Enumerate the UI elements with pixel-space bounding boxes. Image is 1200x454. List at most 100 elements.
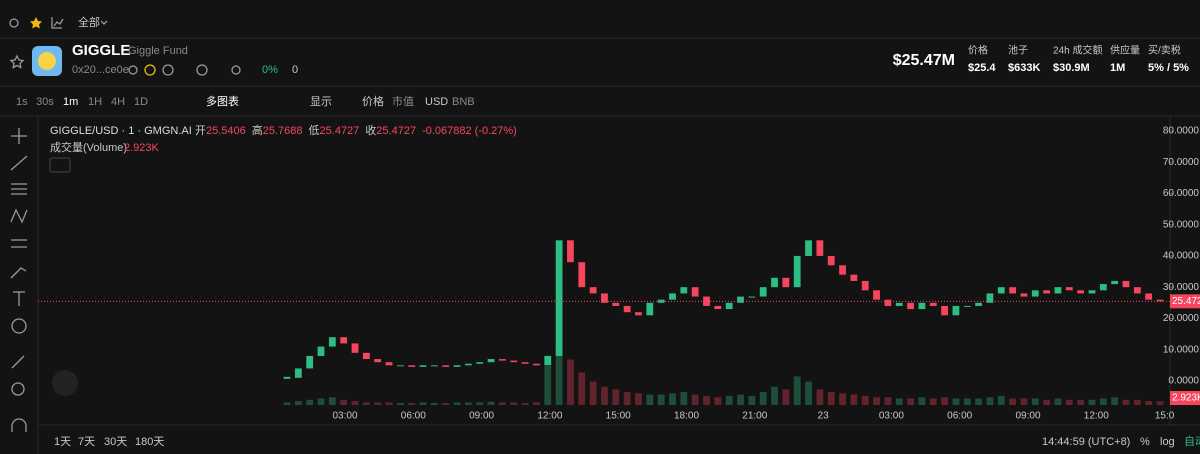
x-tick-label: 12:00	[537, 411, 562, 422]
candle	[1009, 287, 1017, 294]
range-button[interactable]: 7天	[78, 436, 95, 448]
count: 0	[292, 64, 298, 76]
candle	[1031, 290, 1039, 297]
candle	[669, 293, 676, 300]
ohlc-value: 25.4727	[376, 125, 416, 137]
volume-bar	[306, 399, 314, 405]
candle	[578, 262, 586, 288]
volume-bar	[374, 402, 382, 405]
volume-bar	[328, 397, 336, 405]
x-tick-label: 12:00	[1084, 411, 1109, 422]
volume-bar	[646, 394, 654, 405]
range-button[interactable]: 1天	[54, 436, 71, 448]
volume-bar	[430, 403, 438, 405]
candle	[465, 363, 472, 366]
volume-bar	[1111, 397, 1119, 405]
x-tick-label: 06:00	[947, 411, 972, 422]
volume-bar	[578, 372, 586, 405]
candle	[1043, 290, 1051, 294]
candle	[294, 368, 302, 378]
drawing-tools[interactable]	[10, 128, 28, 432]
volume-bar	[283, 402, 291, 405]
interval[interactable]: 1H	[88, 96, 102, 108]
volume-bar	[499, 402, 506, 405]
candle	[941, 305, 948, 316]
x-tick-label: 15:0	[1155, 411, 1175, 422]
candle	[340, 337, 348, 344]
candle	[691, 287, 699, 297]
price-toggle[interactable]: 价格	[362, 94, 384, 108]
candle	[283, 376, 291, 379]
interval[interactable]: 1m	[63, 96, 78, 108]
candle	[997, 287, 1005, 294]
collapse-button[interactable]	[49, 157, 71, 173]
multi-chart[interactable]: 多图表	[206, 94, 239, 108]
ohlc-label: 高	[252, 123, 263, 137]
range-button[interactable]: 180天	[135, 436, 164, 448]
volume-bar	[986, 397, 994, 405]
candle	[1099, 284, 1107, 291]
chart-icon[interactable]	[51, 17, 64, 29]
x-tick-label: 15:00	[606, 411, 631, 422]
usd-toggle[interactable]: USD	[425, 96, 448, 108]
bnb-toggle[interactable]: BNB	[452, 96, 475, 108]
dropdown-icon[interactable]	[100, 20, 108, 25]
volume-tag	[1170, 391, 1200, 405]
volume-bar	[476, 402, 484, 405]
volume-bar	[623, 392, 631, 405]
candle	[317, 346, 325, 356]
x-tick-label: 09:00	[469, 411, 494, 422]
volume-bar	[442, 403, 450, 405]
y-tick-label: 30.0000	[1163, 282, 1200, 293]
stat-label: 价格	[968, 44, 988, 57]
candle	[442, 365, 450, 367]
scale-option[interactable]: log	[1160, 436, 1175, 448]
candle	[408, 365, 416, 367]
candle	[351, 343, 359, 353]
mcap-toggle[interactable]: 市值	[392, 94, 414, 108]
stat-value: $25.4	[968, 62, 996, 74]
candle	[521, 362, 529, 364]
candle	[963, 305, 971, 307]
volume-bar	[601, 386, 608, 405]
token-symbol: GIGGLE	[72, 42, 130, 59]
candle	[782, 277, 790, 288]
interval[interactable]: 1D	[134, 96, 148, 108]
settings-icon[interactable]	[9, 18, 19, 28]
volume-bar	[419, 402, 427, 405]
stat-label: 供应量	[1110, 44, 1140, 57]
stat-label: 24h 成交额	[1053, 44, 1102, 57]
scale-option[interactable]: 自动	[1184, 435, 1200, 448]
candle	[850, 274, 858, 281]
volume-tag-label: 2.923K	[1172, 393, 1200, 404]
volume-bar	[669, 393, 676, 405]
ohlc-value: 25.4727	[320, 125, 360, 137]
filter[interactable]: 全部	[78, 15, 100, 29]
display[interactable]: 显示	[310, 95, 332, 108]
volume-bar	[827, 392, 835, 405]
volume-bar	[793, 376, 801, 405]
candle	[873, 290, 880, 300]
interval[interactable]: 4H	[111, 96, 125, 108]
interval[interactable]: 1s	[16, 96, 28, 108]
scale-option[interactable]: %	[1140, 436, 1150, 448]
candle	[306, 355, 314, 369]
range-button[interactable]: 30天	[104, 436, 127, 448]
volume-bar	[1122, 399, 1130, 405]
candle	[476, 362, 484, 364]
volume-bar	[952, 398, 960, 405]
candle	[567, 240, 574, 263]
volume-bar	[680, 392, 688, 405]
candle	[419, 365, 427, 367]
candle	[623, 305, 631, 313]
candle	[827, 255, 835, 266]
interval[interactable]: 30s	[36, 96, 54, 108]
volume-bar	[929, 398, 937, 405]
token-address[interactable]: 0x20...ce0e	[72, 64, 129, 76]
candle	[1111, 280, 1119, 285]
volume-bar	[1031, 398, 1039, 405]
volume-bar	[873, 397, 880, 405]
favorite-icon[interactable]	[9, 54, 25, 69]
star-icon[interactable]	[30, 17, 42, 29]
